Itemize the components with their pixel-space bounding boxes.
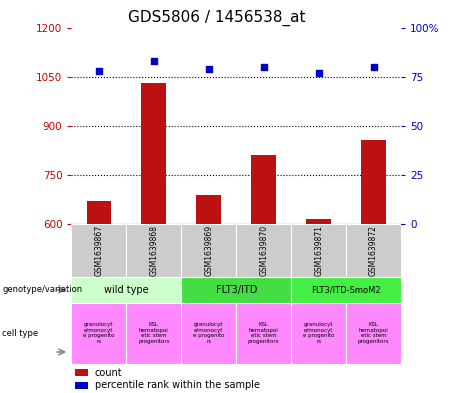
Bar [306, 219, 331, 224]
Bar [181, 224, 236, 277]
Text: granulocyt
e/monocyt
e progenito
rs: granulocyt e/monocyt e progenito rs [193, 322, 225, 344]
Point [95, 68, 103, 74]
Bar [181, 277, 291, 303]
Text: GSM1639869: GSM1639869 [204, 225, 213, 276]
Bar [181, 303, 236, 364]
Bar [87, 201, 111, 224]
Text: granulocyt
e/monocyt
e progenito
rs: granulocyt e/monocyt e progenito rs [303, 322, 334, 344]
Text: GSM1639870: GSM1639870 [259, 225, 268, 276]
Text: wild type: wild type [104, 285, 149, 295]
Bar [346, 224, 401, 277]
Point [150, 58, 158, 64]
Text: GSM1639868: GSM1639868 [149, 225, 159, 276]
Point [205, 66, 213, 72]
Bar [75, 382, 88, 389]
Bar [71, 277, 181, 303]
Text: cell type: cell type [2, 329, 38, 338]
Bar [236, 303, 291, 364]
Bar [251, 155, 276, 224]
Text: GSM1639872: GSM1639872 [369, 225, 378, 276]
Text: granulocyt
e/monocyt
e progenito
rs: granulocyt e/monocyt e progenito rs [83, 322, 115, 344]
Bar [236, 224, 291, 277]
Bar [361, 140, 386, 224]
Bar [196, 195, 221, 224]
Text: GDS5806 / 1456538_at: GDS5806 / 1456538_at [128, 10, 306, 26]
Bar [291, 224, 346, 277]
Text: percentile rank within the sample: percentile rank within the sample [95, 380, 260, 390]
Bar [75, 369, 88, 376]
Bar [126, 303, 181, 364]
Text: KSL
hematopoi
etic stem
progenitors: KSL hematopoi etic stem progenitors [138, 322, 170, 344]
Text: KSL
hematopoi
etic stem
progenitors: KSL hematopoi etic stem progenitors [358, 322, 390, 344]
Text: count: count [95, 367, 122, 378]
Point [315, 70, 322, 76]
Text: genotype/variation: genotype/variation [2, 285, 83, 294]
Point [370, 64, 377, 70]
Point [260, 64, 267, 70]
Text: GSM1639867: GSM1639867 [95, 225, 103, 276]
Bar [291, 277, 401, 303]
Bar [291, 303, 346, 364]
Bar [71, 224, 126, 277]
Bar [142, 83, 166, 224]
Text: FLT3/ITD: FLT3/ITD [216, 285, 257, 295]
Text: GSM1639871: GSM1639871 [314, 225, 323, 276]
Bar [346, 303, 401, 364]
Bar [71, 303, 126, 364]
Text: FLT3/ITD-SmoM2: FLT3/ITD-SmoM2 [311, 285, 381, 294]
Text: KSL
hematopoi
etic stem
progenitors: KSL hematopoi etic stem progenitors [248, 322, 279, 344]
Bar [126, 224, 181, 277]
